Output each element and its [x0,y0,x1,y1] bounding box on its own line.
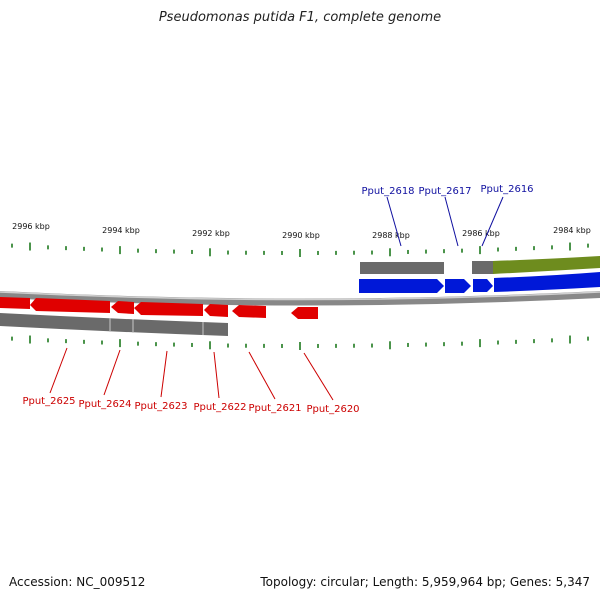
reverse-gene-arrow [232,305,266,318]
genome-backbone-highlight [0,291,600,301]
gene-leader-line [303,352,334,401]
cds-track-forward-b [472,261,493,274]
genome-summary-text: Topology: circular; Length: 5,959,964 bp… [260,575,590,589]
gene-leader-line [49,347,68,394]
scale-label: 2986 kbp [462,229,500,238]
gene-label-pput-2625[interactable]: Pput_2625 [22,396,75,407]
forward-gene-arrow [359,279,444,293]
other-feature-block [493,256,600,274]
gene-leader-line [444,196,459,247]
scale-ticks-outer [11,242,589,257]
reverse-gene-arrow [0,297,30,309]
gene-label-pput-2617[interactable]: Pput_2617 [418,186,471,197]
scale-label: 2984 kbp [553,226,591,235]
reverse-gene-labels [49,347,334,401]
reverse-gene-arrow [134,302,203,316]
forward-gene-arrow [445,279,471,293]
gene-label-pput-2622[interactable]: Pput_2622 [193,402,246,413]
forward-gene-arrow [473,279,493,292]
scale-label: 2988 kbp [372,231,410,240]
gene-leader-line [160,350,168,398]
gene-label-pput-2621[interactable]: Pput_2621 [248,403,301,414]
scale-ticks-inner [11,335,589,350]
gene-leader-line [386,196,402,247]
forward-gene-labels [386,196,504,247]
genome-backbone [0,291,600,306]
gene-label-pput-2624[interactable]: Pput_2624 [78,399,131,410]
reverse-gene-arrow [204,304,228,317]
reverse-gene-arrow [111,301,134,314]
gene-label-pput-2620[interactable]: Pput_2620 [306,404,359,415]
reverse-gene-arrow [30,298,110,313]
gene-leader-line [213,351,220,399]
scale-label: 2990 kbp [282,231,320,240]
gene-label-pput-2616[interactable]: Pput_2616 [480,184,533,195]
gene-leader-line [481,196,504,247]
cds-track-forward-a [360,262,444,274]
scale-labels: 2996 kbp 2994 kbp 2992 kbp 2990 kbp 2988… [12,222,591,240]
gene-label-pput-2623[interactable]: Pput_2623 [134,401,187,412]
accession-text: Accession: NC_009512 [9,575,146,589]
scale-label: 2994 kbp [102,226,140,235]
forward-gene-arrow [494,272,600,292]
map-title: Pseudomonas putida F1, complete genome [158,10,442,25]
reverse-gene-group [0,297,318,319]
scale-label: 2996 kbp [12,222,50,231]
scale-label: 2992 kbp [192,229,230,238]
cds-track-reverse [0,313,228,336]
forward-gene-group [359,272,600,293]
gene-leader-line [103,349,121,396]
gene-label-pput-2618[interactable]: Pput_2618 [361,186,414,197]
gene-leader-line [248,351,276,400]
reverse-gene-arrow [291,307,318,319]
